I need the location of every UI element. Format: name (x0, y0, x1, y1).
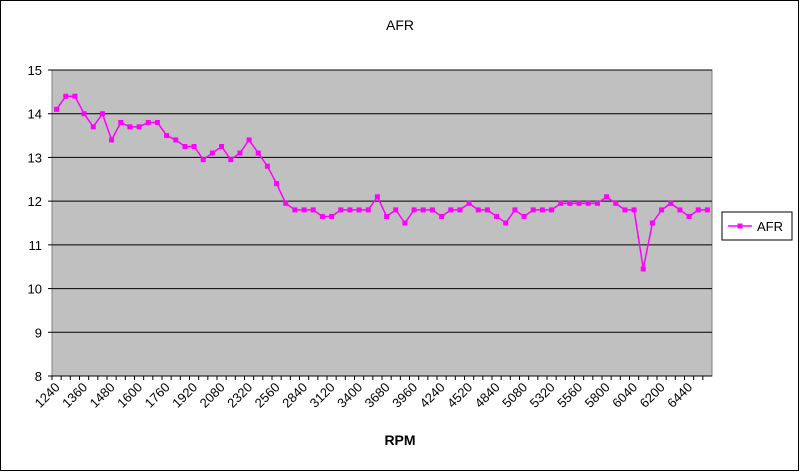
marker (81, 111, 87, 117)
marker (448, 207, 454, 213)
marker (567, 200, 573, 206)
marker (649, 220, 655, 226)
legend-label: AFR (757, 219, 783, 234)
marker (274, 181, 280, 187)
marker (173, 137, 179, 143)
legend-marker (737, 223, 743, 229)
marker (576, 200, 582, 206)
y-tick-label: 11 (29, 238, 43, 253)
marker (549, 207, 555, 213)
marker (411, 207, 417, 213)
marker (365, 207, 371, 213)
marker (90, 124, 96, 130)
x-axis-title: RPM (384, 432, 415, 448)
marker (622, 207, 628, 213)
y-tick-label: 12 (28, 194, 42, 209)
marker (154, 119, 160, 125)
marker (604, 194, 610, 200)
marker (695, 207, 701, 213)
marker (347, 207, 353, 213)
y-tick-label: 10 (28, 282, 42, 297)
plot-area (51, 69, 713, 377)
marker (228, 157, 234, 163)
marker (200, 157, 206, 163)
marker (466, 200, 472, 206)
marker (219, 144, 225, 149)
marker (503, 220, 509, 226)
marker (393, 207, 399, 213)
marker (539, 207, 545, 213)
marker (558, 200, 564, 206)
y-tick-label: 8 (35, 369, 42, 384)
y-tick-label: 13 (28, 150, 42, 165)
marker (127, 124, 133, 130)
marker (457, 207, 463, 213)
marker (118, 119, 124, 125)
marker (182, 144, 188, 149)
marker (475, 207, 481, 213)
marker (319, 213, 325, 219)
marker (283, 200, 289, 206)
marker (292, 207, 298, 213)
marker (631, 207, 637, 213)
marker (613, 200, 619, 206)
marker (356, 207, 362, 213)
marker (136, 124, 142, 130)
marker (338, 207, 344, 213)
marker (255, 150, 261, 156)
marker (659, 207, 665, 213)
marker (246, 137, 252, 143)
marker (237, 150, 243, 156)
marker (668, 200, 674, 206)
marker (329, 213, 335, 219)
marker (704, 207, 710, 213)
marker (264, 163, 270, 169)
marker (54, 106, 60, 112)
marker (429, 207, 435, 213)
marker (439, 213, 445, 219)
marker (99, 111, 105, 117)
y-tick-label: 14 (28, 107, 42, 122)
marker (63, 93, 69, 99)
marker (384, 213, 390, 219)
marker (310, 207, 316, 213)
marker (521, 213, 527, 219)
marker (686, 213, 692, 219)
marker (402, 220, 408, 226)
marker (301, 207, 307, 213)
marker (512, 207, 518, 213)
marker (109, 137, 115, 143)
marker (209, 150, 215, 156)
marker (585, 200, 591, 206)
marker (494, 213, 500, 219)
marker (145, 119, 151, 125)
marker (484, 207, 490, 213)
marker (640, 266, 646, 272)
marker (530, 207, 536, 213)
marker (420, 207, 426, 213)
y-tick-label: 15 (28, 63, 42, 78)
marker (594, 200, 600, 206)
chart-title: AFR (386, 17, 414, 33)
marker (72, 93, 78, 99)
marker (374, 194, 380, 200)
marker (191, 144, 197, 149)
marker (164, 133, 170, 139)
y-tick-label: 9 (35, 325, 42, 340)
marker (677, 207, 683, 213)
